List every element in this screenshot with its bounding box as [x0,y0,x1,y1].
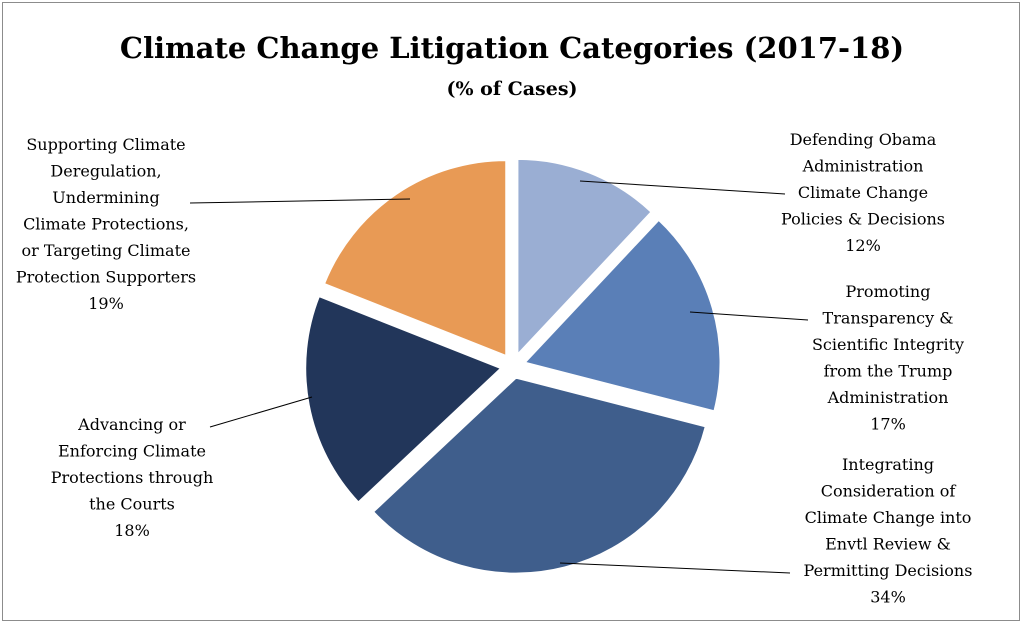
slice-label-line: Protections through [51,468,214,487]
slice-label-4: Advancing or Enforcing Climate Protections… [51,415,214,540]
pie-slice-1 [516,157,654,358]
slice-label-line: the Courts [89,495,175,514]
pie-slice-2 [522,218,722,413]
slice-label-line: Advancing or [77,415,186,434]
slice-label-line: Undermining [52,188,159,207]
slice-value-label: 17% [870,415,906,434]
slice-value-label: 18% [114,521,150,540]
slice-label-line: from the Trump [824,362,953,381]
slice-label-line: Protection Supporters [16,268,196,287]
slice-label-1: Defending Obama Administration Climate Cha… [781,130,945,255]
slice-label-line: or Targeting Climate [22,241,191,260]
slice-label-line: Climate Protections, [23,215,189,234]
slice-value-label: 34% [870,588,906,607]
slice-label-line: Permitting Decisions [804,561,973,580]
slice-label-line: Integrating [842,455,934,474]
slice-label-3: Integrating Consideration of Climate Chang… [804,455,973,607]
leader-line-2 [689,311,809,321]
pie-slice-4 [304,294,504,504]
slice-label-line: Policies & Decisions [781,210,945,229]
chart-title: Climate Change Litigation Categories (20… [120,31,904,65]
slice-label-line: Promoting [846,282,931,301]
slice-label-line: Administration [827,388,949,407]
slice-label-line: Scientific Integrity [812,335,964,354]
slice-label-line: Envtl Review & [825,535,951,554]
pie-slice-3 [371,376,708,575]
slice-label-5: Supporting Climate Deregulation, Undermini… [16,135,196,313]
slice-label-line: Deregulation, [50,162,161,181]
slice-label-line: Defending Obama [790,130,937,149]
slice-label-line: Supporting Climate [26,135,185,154]
slice-label-line: Climate Change [798,183,928,202]
leader-line-1 [579,180,786,195]
slice-label-line: Climate Change into [805,508,972,527]
slice-label-line: Consideration of [821,482,957,501]
leader-line-3 [559,562,791,574]
slice-value-label: 19% [88,294,124,313]
leader-line-4 [209,396,313,428]
slice-label-2: Promoting Transparency & Scientific Integr… [812,282,964,434]
leader-line-5 [189,198,411,204]
chart-subtitle: (% of Cases) [446,78,577,100]
slice-label-line: Administration [802,157,924,176]
pie-slice-5 [322,159,508,358]
slice-label-line: Enforcing Climate [58,442,206,461]
slice-value-label: 12% [845,236,881,255]
slice-label-line: Transparency & [823,309,954,328]
